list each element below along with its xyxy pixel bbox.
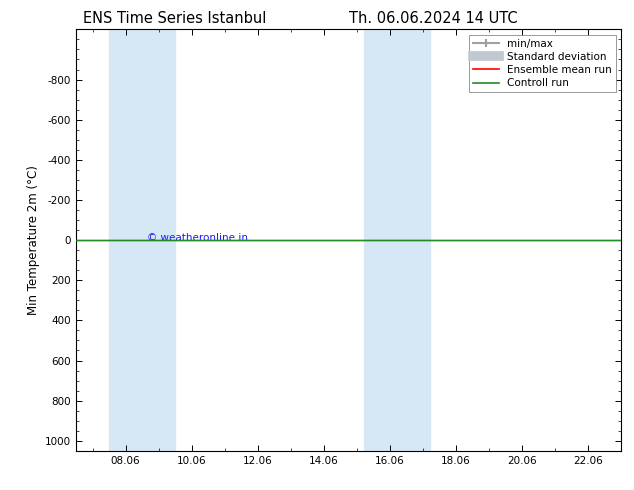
Text: Th. 06.06.2024 14 UTC: Th. 06.06.2024 14 UTC — [349, 11, 517, 26]
Bar — [109, 29, 175, 451]
Text: © weatheronline.in: © weatheronline.in — [147, 233, 248, 243]
Text: ENS Time Series Istanbul: ENS Time Series Istanbul — [83, 11, 266, 26]
Bar — [363, 29, 430, 451]
Y-axis label: Min Temperature 2m (°C): Min Temperature 2m (°C) — [27, 165, 39, 315]
Legend: min/max, Standard deviation, Ensemble mean run, Controll run: min/max, Standard deviation, Ensemble me… — [469, 35, 616, 92]
